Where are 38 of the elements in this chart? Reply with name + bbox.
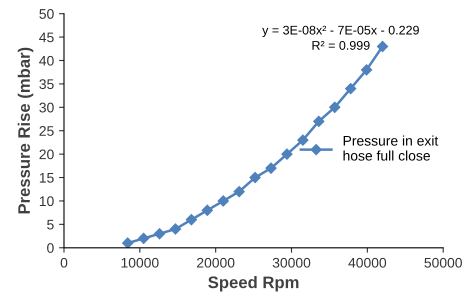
x-tick-label: 50000 — [424, 258, 462, 268]
x-tick-label: 0 — [60, 258, 68, 268]
point — [329, 102, 340, 113]
point — [186, 214, 198, 226]
y-tick-label: 15 — [40, 173, 54, 183]
y-tick-label: 10 — [40, 196, 54, 206]
point — [265, 162, 277, 174]
y-tick-label: 40 — [39, 56, 54, 66]
point — [154, 228, 166, 240]
point — [234, 186, 245, 198]
point — [313, 116, 324, 127]
point — [170, 223, 182, 235]
y-tick-label: 50 — [39, 9, 54, 19]
point — [218, 195, 229, 207]
point — [345, 82, 356, 94]
y-tick-label: 30 — [39, 102, 54, 112]
y-tick-label: 45 — [39, 32, 54, 42]
point — [122, 237, 134, 248]
y-tick-label: 5 — [47, 220, 54, 230]
point — [297, 134, 308, 146]
y-tick-label: 20 — [40, 149, 54, 160]
x-tick-label: 20000 — [197, 258, 234, 268]
x-axis-title: Speed Rpm — [208, 276, 298, 292]
point — [376, 40, 388, 52]
x-tick-label: 40000 — [348, 258, 386, 268]
point — [360, 64, 372, 76]
y-axis-title: Pressure Rise (mbar) — [18, 48, 34, 214]
x-tick-label: 30000 — [272, 258, 310, 268]
annotation: y = 3E-08x² - 7E-05x - 0.229 R² = 0.999 — [262, 26, 419, 50]
point — [281, 148, 293, 160]
legend-label: Pressure in exit hose full close — [344, 135, 438, 161]
point — [138, 232, 150, 244]
y-tick-label: 0 — [47, 243, 54, 253]
y-tick-label: 35 — [39, 79, 54, 90]
x-tick-label: 10000 — [122, 258, 159, 268]
y-tick-label: 25 — [40, 126, 54, 136]
point — [202, 204, 213, 216]
point — [250, 172, 261, 184]
